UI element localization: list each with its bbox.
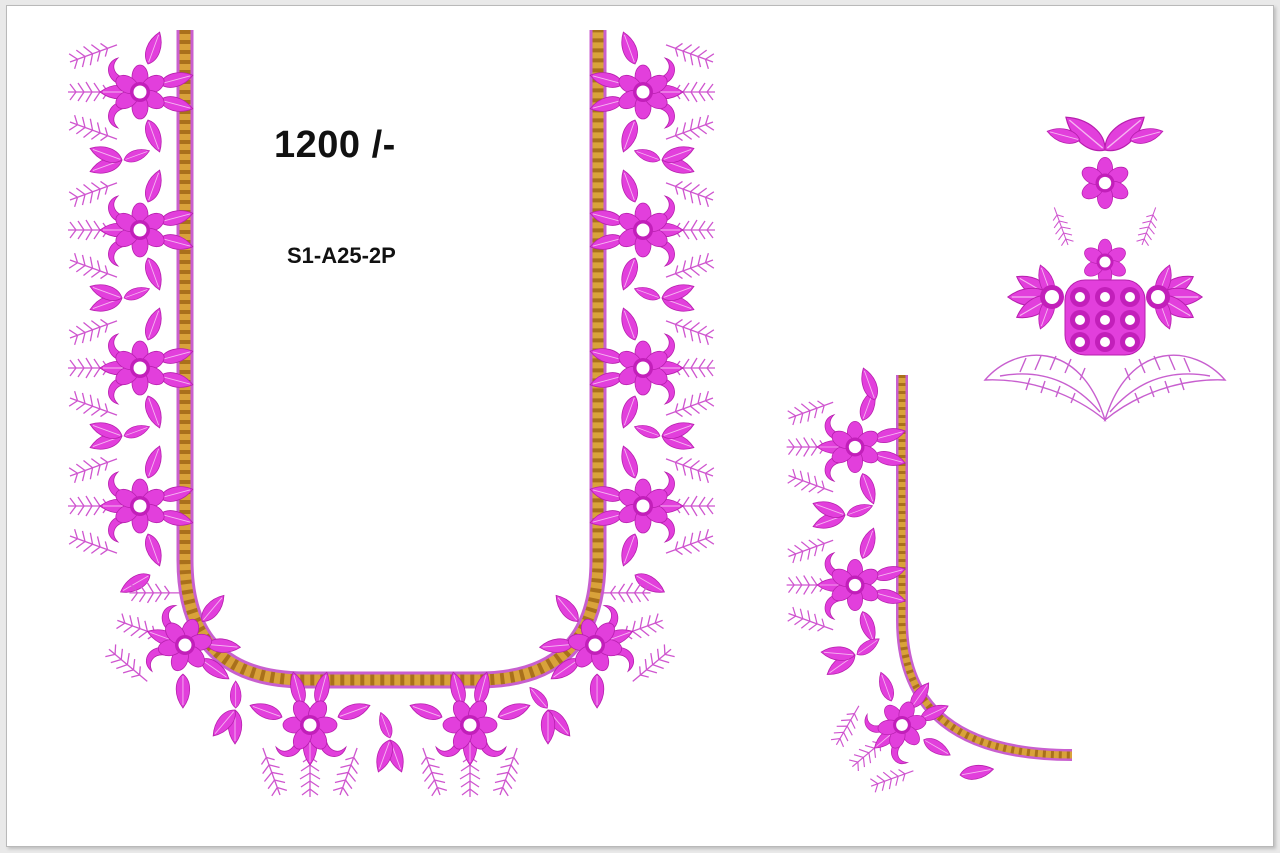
sleeve-embroidery-motif <box>785 365 1073 811</box>
neckline-embroidery-motif <box>67 30 717 799</box>
price-label: 1200 /- <box>274 124 396 166</box>
floral-butta-motif <box>983 108 1227 423</box>
design-code-label: S1-A25-2P <box>287 243 396 268</box>
